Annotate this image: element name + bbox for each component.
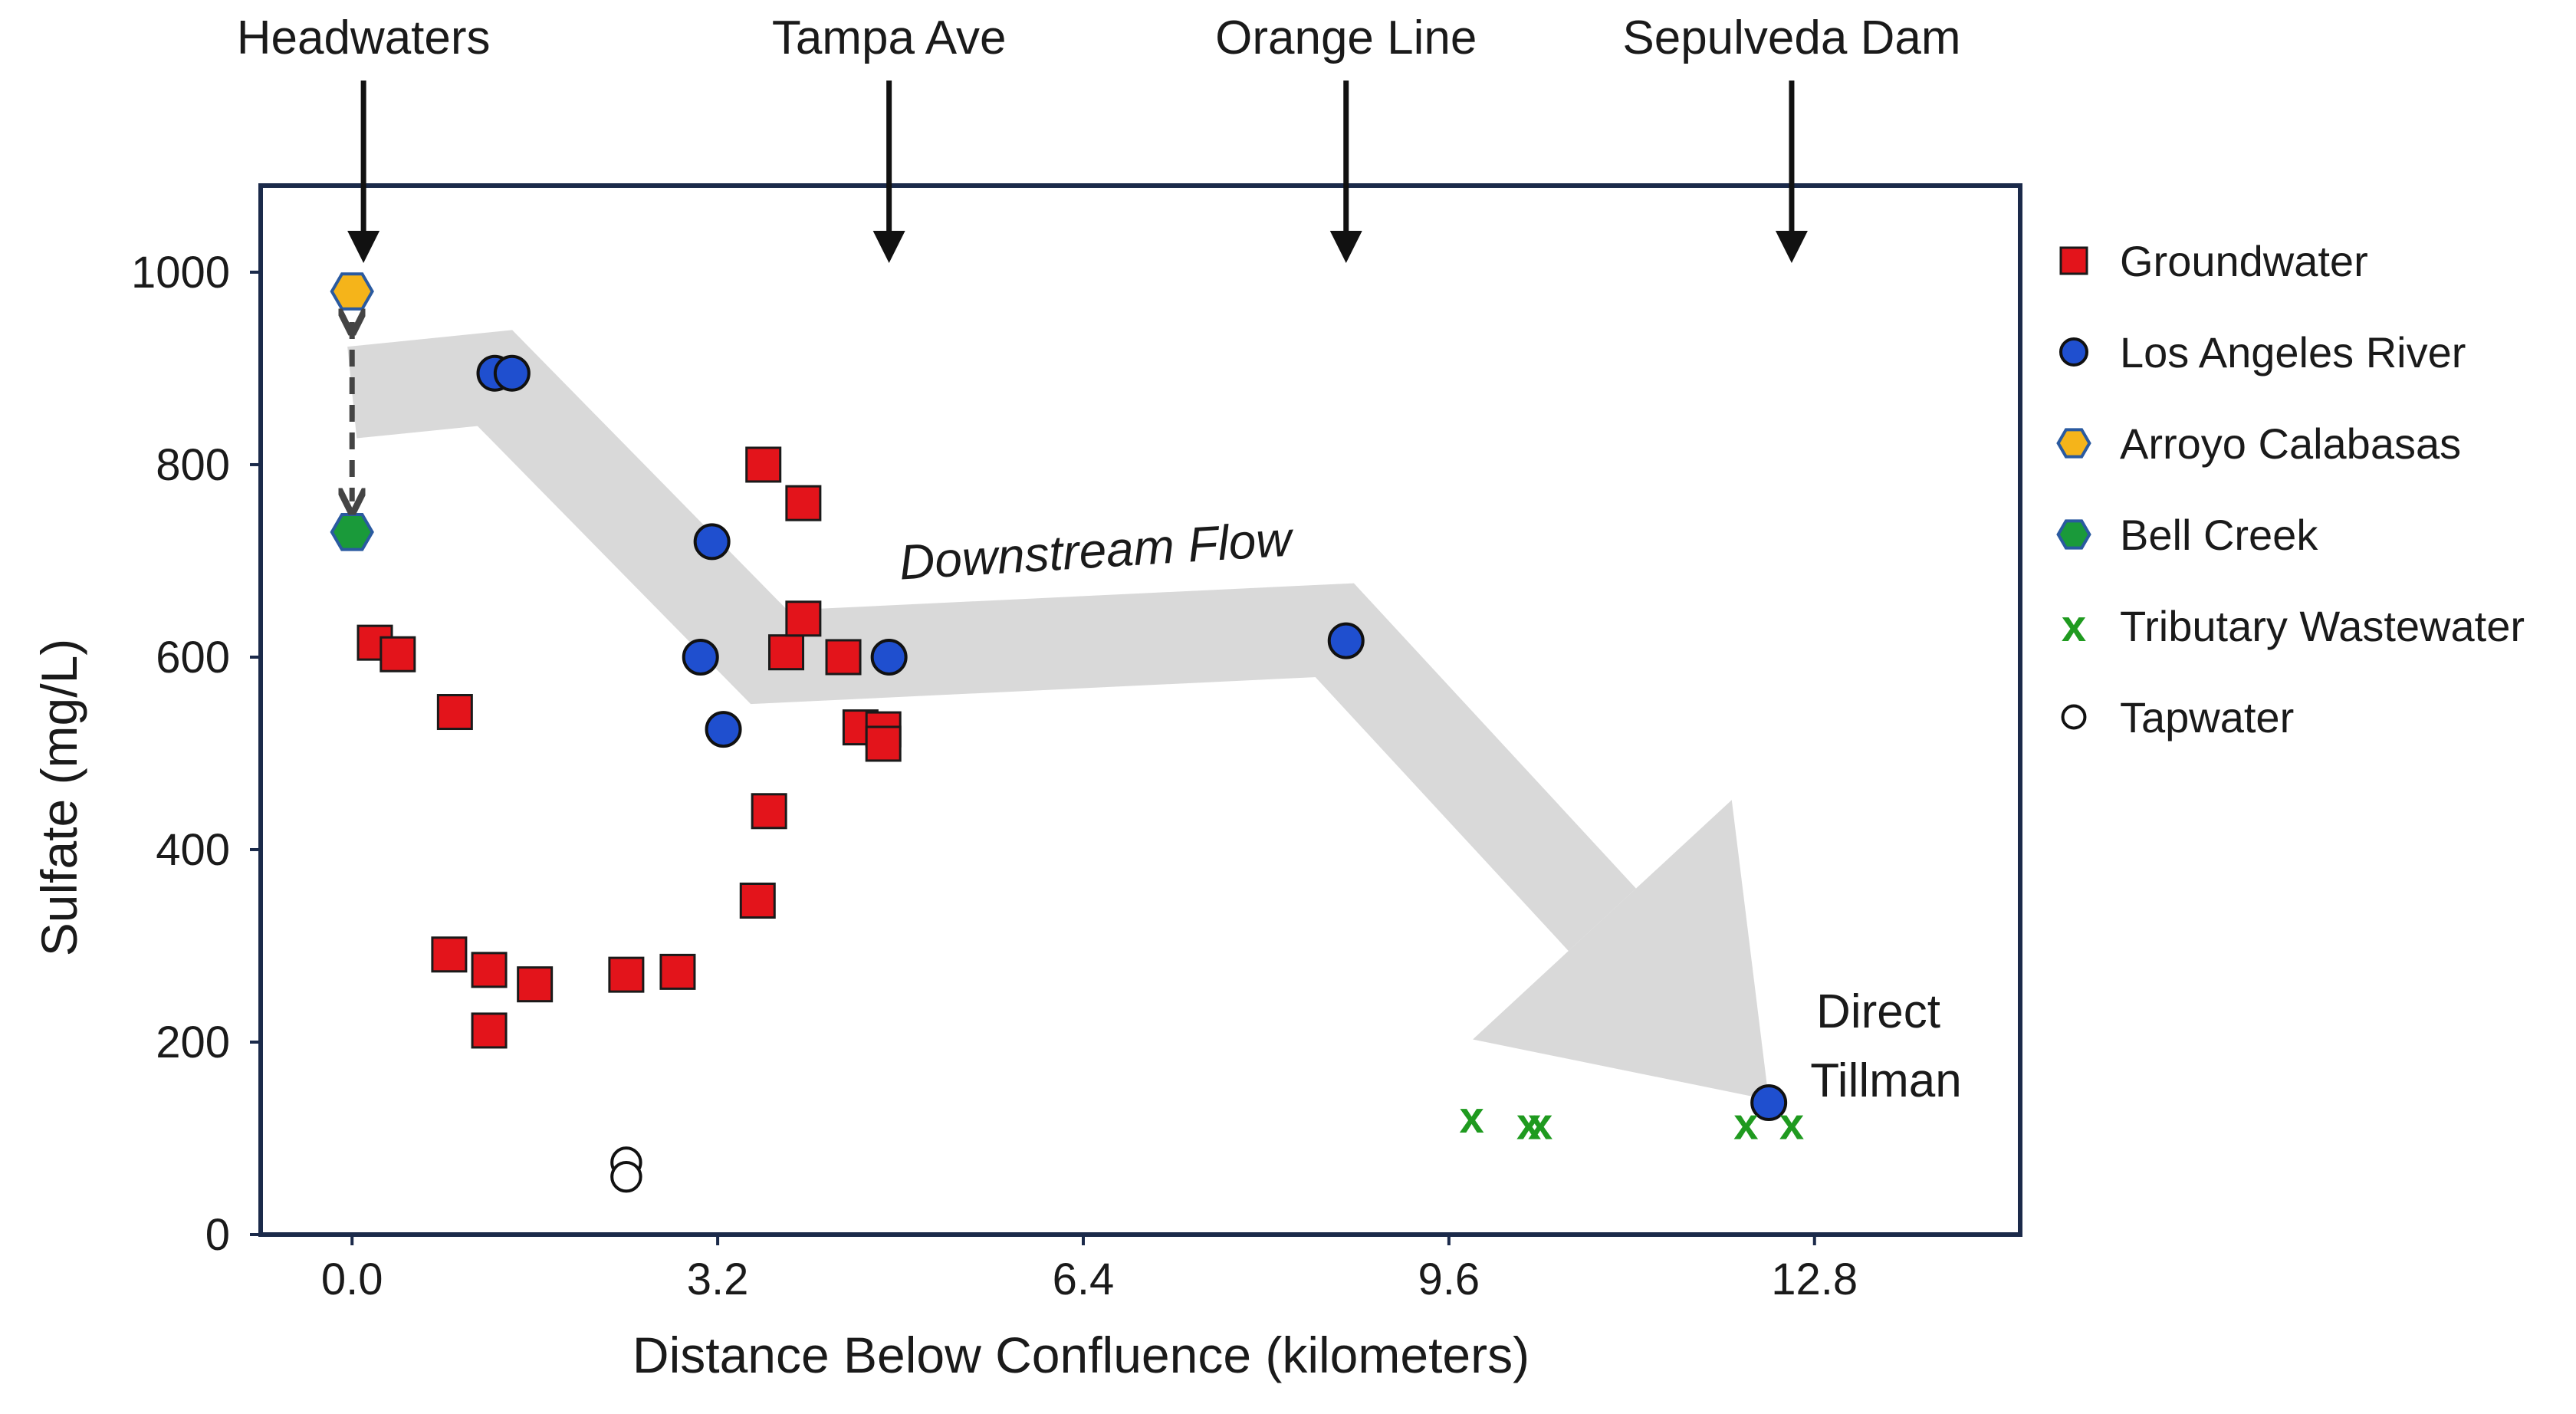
x-tick-label: 3.2: [687, 1255, 749, 1304]
location-label-sepulveda-dam: Sepulveda Dam: [1622, 12, 1960, 64]
bell-creek-point: [330, 512, 374, 551]
legend-item: Groundwater: [2059, 237, 2368, 285]
groundwater-point: [517, 966, 554, 1003]
flow-annotation: Downstream Flow: [898, 511, 1296, 590]
legend-label: Bell Creek: [2120, 511, 2318, 559]
groundwater-point: [608, 956, 645, 993]
x-tick-label: 12.8: [1771, 1255, 1858, 1304]
groundwater-point: [739, 882, 776, 919]
groundwater-point: [865, 725, 902, 762]
y-tick-label: 1000: [131, 248, 230, 298]
groundwater-point: [431, 936, 468, 973]
series-los-angeles-river: [476, 354, 1788, 1122]
los-angeles-river-point: [1750, 1084, 1788, 1122]
y-tick-label: 400: [156, 825, 230, 875]
groundwater-point: [436, 694, 473, 731]
legend-label: Tapwater: [2120, 693, 2294, 742]
legend-label: Arroyo Calabasas: [2120, 419, 2461, 468]
location-label-headwaters: Headwaters: [237, 12, 491, 64]
los-angeles-river-point: [682, 638, 719, 676]
legend-item: Bell Creek: [2056, 511, 2318, 559]
los-angeles-river-point: [705, 711, 742, 748]
legend-item: Arroyo Calabasas: [2056, 419, 2461, 468]
plot-frame: [258, 183, 2022, 1237]
groundwater-point: [768, 634, 805, 671]
series-groundwater: [356, 446, 902, 1049]
location-label-tampa-ave: Tampa Ave: [772, 12, 1007, 64]
groundwater-point: [751, 793, 787, 830]
groundwater-point: [659, 953, 696, 990]
legend-item: Tapwater: [2061, 693, 2294, 742]
y-tick-label: 600: [156, 633, 230, 682]
groundwater-point: [471, 1012, 508, 1049]
legend-marker-groundwater: [2059, 246, 2088, 275]
x-axis-label: Distance Below Confluence (kilometers): [632, 1327, 1530, 1383]
y-tick-label: 800: [156, 440, 230, 490]
series-tapwater: [610, 1146, 642, 1193]
legend-label: Groundwater: [2120, 237, 2368, 285]
legend-marker-los-angeles-river: [2059, 337, 2088, 367]
arroyo-calabasas-point: [330, 272, 374, 311]
legend-item: x Tributary Wastewater: [2062, 601, 2525, 651]
y-axis-label: Sulfate (mg/L): [31, 639, 87, 957]
tributary-wastewater-point: x: [1460, 1093, 1484, 1143]
los-angeles-river-point: [870, 638, 908, 676]
location-label-orange-line: Orange Line: [1215, 12, 1477, 64]
los-angeles-river-point: [1327, 622, 1365, 659]
series-bell-creek: [330, 512, 374, 551]
groundwater-point: [471, 952, 508, 988]
series-arroyo-calabasas: [330, 272, 374, 311]
x-tick-label: 0.0: [321, 1255, 383, 1304]
tributary-wastewater-point: x: [1516, 1100, 1541, 1149]
groundwater-point: [745, 446, 782, 483]
tributary-wastewater-point: x: [1733, 1100, 1758, 1149]
legend-item: Los Angeles River: [2059, 328, 2466, 377]
x-tick-label: 9.6: [1418, 1255, 1480, 1304]
flow-band: [347, 330, 1636, 952]
tapwater-point: [610, 1160, 642, 1193]
groundwater-point: [825, 639, 862, 676]
end-label-line2: Tillman: [1810, 1054, 1962, 1107]
los-angeles-river-point: [693, 523, 731, 561]
series-tributary-wastewater: x xx x x: [1460, 1093, 1805, 1149]
legend-label: Tributary Wastewater: [2120, 602, 2525, 650]
los-angeles-river-point: [493, 354, 531, 392]
end-label-line1: Direct: [1816, 985, 1940, 1038]
x-tick-label: 6.4: [1053, 1255, 1115, 1304]
tributary-wastewater-point: x: [1528, 1100, 1552, 1149]
y-tick-label: 200: [156, 1018, 230, 1067]
groundwater-point: [785, 600, 822, 637]
y-tick-label: 0: [205, 1210, 230, 1260]
flow-arrowhead: [1473, 800, 1769, 1100]
tributary-wastewater-point: x: [1779, 1100, 1804, 1149]
groundwater-point: [380, 636, 416, 672]
legend-label: Los Angeles River: [2120, 328, 2466, 377]
legend-marker-tributary-wastewater: x: [2062, 601, 2086, 651]
groundwater-point: [785, 485, 822, 521]
legend-marker-bell-creek: [2056, 519, 2091, 550]
legend-marker-tapwater: [2061, 704, 2087, 730]
legend-marker-arroyo-calabasas: [2056, 428, 2091, 459]
